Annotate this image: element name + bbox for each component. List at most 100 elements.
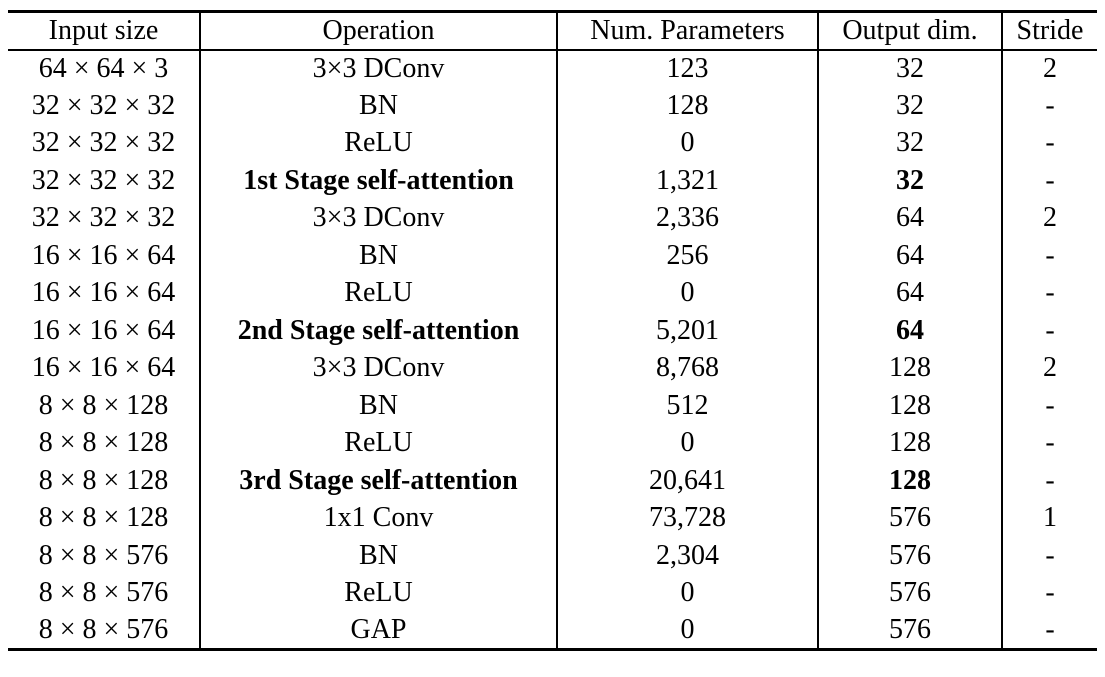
cell-operation: 1st Stage self-attention: [200, 162, 558, 200]
table-row: 8 × 8 × 576 GAP 0 576 -: [8, 612, 1097, 650]
cell-input_size: 8 × 8 × 576: [8, 574, 201, 612]
cell-operation: BN: [200, 237, 558, 275]
cell-num_parameters: 123: [557, 49, 819, 87]
table-row: 8 × 8 × 128 1x1 Conv 73,728 576 1: [8, 499, 1097, 537]
table-row: 16 × 16 × 64 2nd Stage self-attention 5,20…: [8, 312, 1097, 350]
cell-operation: 3rd Stage self-attention: [200, 462, 558, 500]
cell-operation: 3×3 DConv: [200, 199, 558, 237]
cell-input_size: 16 × 16 × 64: [8, 274, 201, 312]
column-header-output_dim: Output dim.: [818, 11, 1003, 50]
cell-num_parameters: 20,641: [557, 462, 819, 500]
table-row: 32 × 32 × 32 ReLU 0 32 -: [8, 124, 1097, 162]
cell-input_size: 8 × 8 × 128: [8, 424, 201, 462]
column-header-operation: Operation: [200, 11, 558, 50]
cell-operation: 3×3 DConv: [200, 49, 558, 87]
cell-output_dim: 576: [818, 574, 1003, 612]
cell-num_parameters: 0: [557, 124, 819, 162]
cell-stride: -: [1045, 427, 1055, 459]
table-row: 8 × 8 × 128 ReLU 0 128 -: [8, 424, 1097, 462]
cell-output_dim: 32: [818, 162, 1003, 200]
table-row: 64 × 64 × 3 3×3 DConv 123 32 2: [8, 49, 1097, 87]
cell-output_dim: 32: [818, 49, 1003, 87]
table-row: 8 × 8 × 576 BN 2,304 576 -: [8, 537, 1097, 575]
table-row: 16 × 16 × 64 BN 256 64 -: [8, 237, 1097, 275]
cell-operation: GAP: [200, 612, 558, 650]
cell-input_size: 16 × 16 × 64: [8, 349, 201, 387]
cell-stride: -: [1045, 239, 1055, 271]
cell-input_size: 16 × 16 × 64: [8, 237, 201, 275]
column-header-input_size: Input size: [8, 11, 201, 50]
table-row: 8 × 8 × 128 BN 512 128 -: [8, 387, 1097, 425]
cell-stride: 2: [1043, 52, 1057, 84]
cell-input_size: 32 × 32 × 32: [8, 199, 201, 237]
column-header-stride: Stride: [1016, 14, 1084, 46]
cell-num_parameters: 1,321: [557, 162, 819, 200]
table-row: 8 × 8 × 128 3rd Stage self-attention 20,64…: [8, 462, 1097, 500]
cell-input_size: 32 × 32 × 32: [8, 124, 201, 162]
table-body: 64 × 64 × 3 3×3 DConv 123 32 2 32 × 32 × 32 BN…: [8, 49, 1097, 650]
cell-input_size: 64 × 64 × 3: [8, 49, 201, 87]
cell-operation: BN: [200, 387, 558, 425]
cell-num_parameters: 512: [557, 387, 819, 425]
cell-stride: -: [1045, 277, 1055, 309]
cell-operation: BN: [200, 537, 558, 575]
cell-operation: 2nd Stage self-attention: [200, 312, 558, 350]
cell-output_dim: 128: [818, 387, 1003, 425]
cell-num_parameters: 0: [557, 574, 819, 612]
cell-num_parameters: 2,304: [557, 537, 819, 575]
cell-input_size: 8 × 8 × 576: [8, 537, 201, 575]
cell-output_dim: 64: [818, 312, 1003, 350]
cell-operation: ReLU: [200, 574, 558, 612]
cell-stride: 2: [1043, 352, 1057, 384]
cell-output_dim: 576: [818, 499, 1003, 537]
cell-output_dim: 32: [818, 87, 1003, 125]
header-row: Input size Operation Num. Parameters Output…: [8, 11, 1097, 50]
cell-num_parameters: 2,336: [557, 199, 819, 237]
cell-output_dim: 576: [818, 537, 1003, 575]
cell-stride: -: [1045, 127, 1055, 159]
cell-input_size: 8 × 8 × 128: [8, 499, 201, 537]
cell-stride: -: [1045, 89, 1055, 121]
cell-num_parameters: 0: [557, 274, 819, 312]
cell-operation: ReLU: [200, 274, 558, 312]
cell-operation: ReLU: [200, 424, 558, 462]
table-row: 8 × 8 × 576 ReLU 0 576 -: [8, 574, 1097, 612]
table-row: 16 × 16 × 64 3×3 DConv 8,768 128 2: [8, 349, 1097, 387]
cell-num_parameters: 73,728: [557, 499, 819, 537]
cell-num_parameters: 5,201: [557, 312, 819, 350]
cell-output_dim: 576: [818, 612, 1003, 650]
cell-output_dim: 64: [818, 274, 1003, 312]
cell-stride: -: [1045, 164, 1055, 196]
cell-stride: -: [1045, 389, 1055, 421]
column-header-num_parameters: Num. Parameters: [557, 11, 819, 50]
cell-operation: 1x1 Conv: [200, 499, 558, 537]
cell-stride: -: [1045, 614, 1055, 645]
cell-operation: BN: [200, 87, 558, 125]
cell-input_size: 32 × 32 × 32: [8, 162, 201, 200]
cell-input_size: 32 × 32 × 32: [8, 87, 201, 125]
cell-output_dim: 128: [818, 462, 1003, 500]
cell-output_dim: 32: [818, 124, 1003, 162]
cell-stride: -: [1045, 314, 1055, 346]
cell-input_size: 8 × 8 × 576: [8, 612, 201, 650]
cell-output_dim: 128: [818, 424, 1003, 462]
cell-operation: 3×3 DConv: [200, 349, 558, 387]
cell-num_parameters: 0: [557, 424, 819, 462]
cell-stride: 2: [1043, 202, 1057, 234]
cell-num_parameters: 0: [557, 612, 819, 650]
cell-output_dim: 64: [818, 237, 1003, 275]
cell-input_size: 16 × 16 × 64: [8, 312, 201, 350]
cell-stride: -: [1045, 539, 1055, 571]
cell-num_parameters: 8,768: [557, 349, 819, 387]
cell-stride: 1: [1043, 502, 1057, 534]
table-row: 32 × 32 × 32 3×3 DConv 2,336 64 2: [8, 199, 1097, 237]
table-row: 32 × 32 × 32 1st Stage self-attention 1,32…: [8, 162, 1097, 200]
cell-input_size: 8 × 8 × 128: [8, 462, 201, 500]
architecture-table: Input size Operation Num. Parameters Output…: [8, 10, 1097, 651]
table-header: Input size Operation Num. Parameters Output…: [8, 11, 1097, 50]
cell-output_dim: 64: [818, 199, 1003, 237]
cell-operation: ReLU: [200, 124, 558, 162]
cell-stride: -: [1045, 464, 1055, 496]
cell-num_parameters: 256: [557, 237, 819, 275]
